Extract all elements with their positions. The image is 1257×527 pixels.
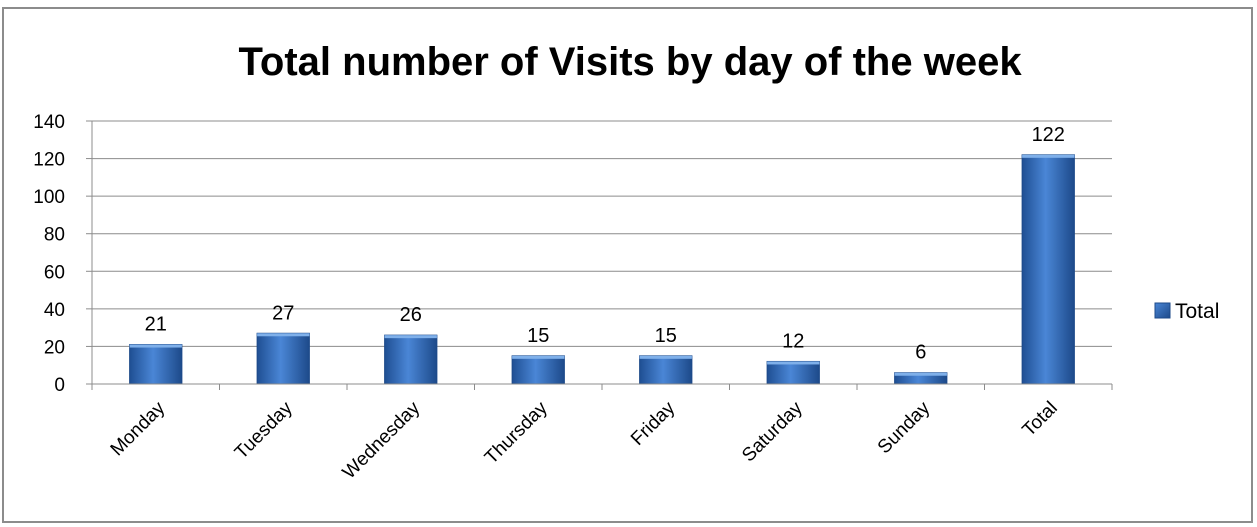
bar-saturday xyxy=(766,360,820,385)
bar-top-highlight xyxy=(639,355,692,359)
x-category-label: Wednesday xyxy=(339,397,425,483)
bar-top-highlight xyxy=(767,361,820,365)
data-label: 27 xyxy=(272,302,294,324)
bar-top-highlight xyxy=(384,335,437,339)
x-category-label: Monday xyxy=(107,397,170,460)
y-tick-label: 40 xyxy=(44,300,65,321)
bar-tuesday xyxy=(256,332,310,385)
bars xyxy=(129,154,1075,385)
bar-wednesday xyxy=(384,334,438,385)
x-category-label: Total xyxy=(1019,398,1062,441)
x-category-label: Thursday xyxy=(481,397,552,468)
bar-monday xyxy=(129,344,183,385)
x-category-label: Sunday xyxy=(874,397,935,458)
bar-top-highlight xyxy=(129,344,182,348)
legend-label: Total xyxy=(1175,300,1219,323)
data-label: 12 xyxy=(782,330,804,352)
y-tick-label: 0 xyxy=(54,375,65,396)
x-axis-categories: Monday Tuesday Wednesday Thursday Friday Satu… xyxy=(107,397,1062,483)
y-tick-label: 20 xyxy=(44,337,65,358)
bar-total xyxy=(1021,154,1075,385)
x-category-label: Tuesday xyxy=(231,397,297,463)
bar-top-highlight xyxy=(257,333,310,337)
data-label: 15 xyxy=(527,325,549,347)
bar-friday xyxy=(639,355,693,385)
y-tick-label: 100 xyxy=(33,187,65,208)
bar-top-highlight xyxy=(894,372,947,376)
y-tick-label: 60 xyxy=(44,262,65,283)
data-label: 6 xyxy=(915,342,926,364)
data-label: 21 xyxy=(145,314,167,336)
chart-title: Total number of Visits by day of the wee… xyxy=(238,40,1022,84)
bar-top-highlight xyxy=(512,355,565,359)
y-axis-ticks: 0 20 40 60 80 100 120 140 xyxy=(33,112,1113,396)
data-label: 122 xyxy=(1032,124,1065,146)
legend-swatch xyxy=(1154,302,1171,319)
bar-thursday xyxy=(511,355,565,385)
x-category-label: Saturday xyxy=(738,397,807,466)
y-tick-label: 140 xyxy=(33,112,65,133)
x-category-label: Friday xyxy=(627,397,680,450)
bar-top-highlight xyxy=(1022,154,1075,158)
gridlines xyxy=(92,120,1112,347)
legend: Total xyxy=(1154,300,1219,323)
y-tick-label: 80 xyxy=(44,225,65,246)
data-label: 26 xyxy=(400,304,422,326)
y-tick-label: 120 xyxy=(33,150,65,171)
data-label: 15 xyxy=(655,325,677,347)
data-labels: 21 27 26 15 15 12 6 122 xyxy=(145,124,1065,364)
